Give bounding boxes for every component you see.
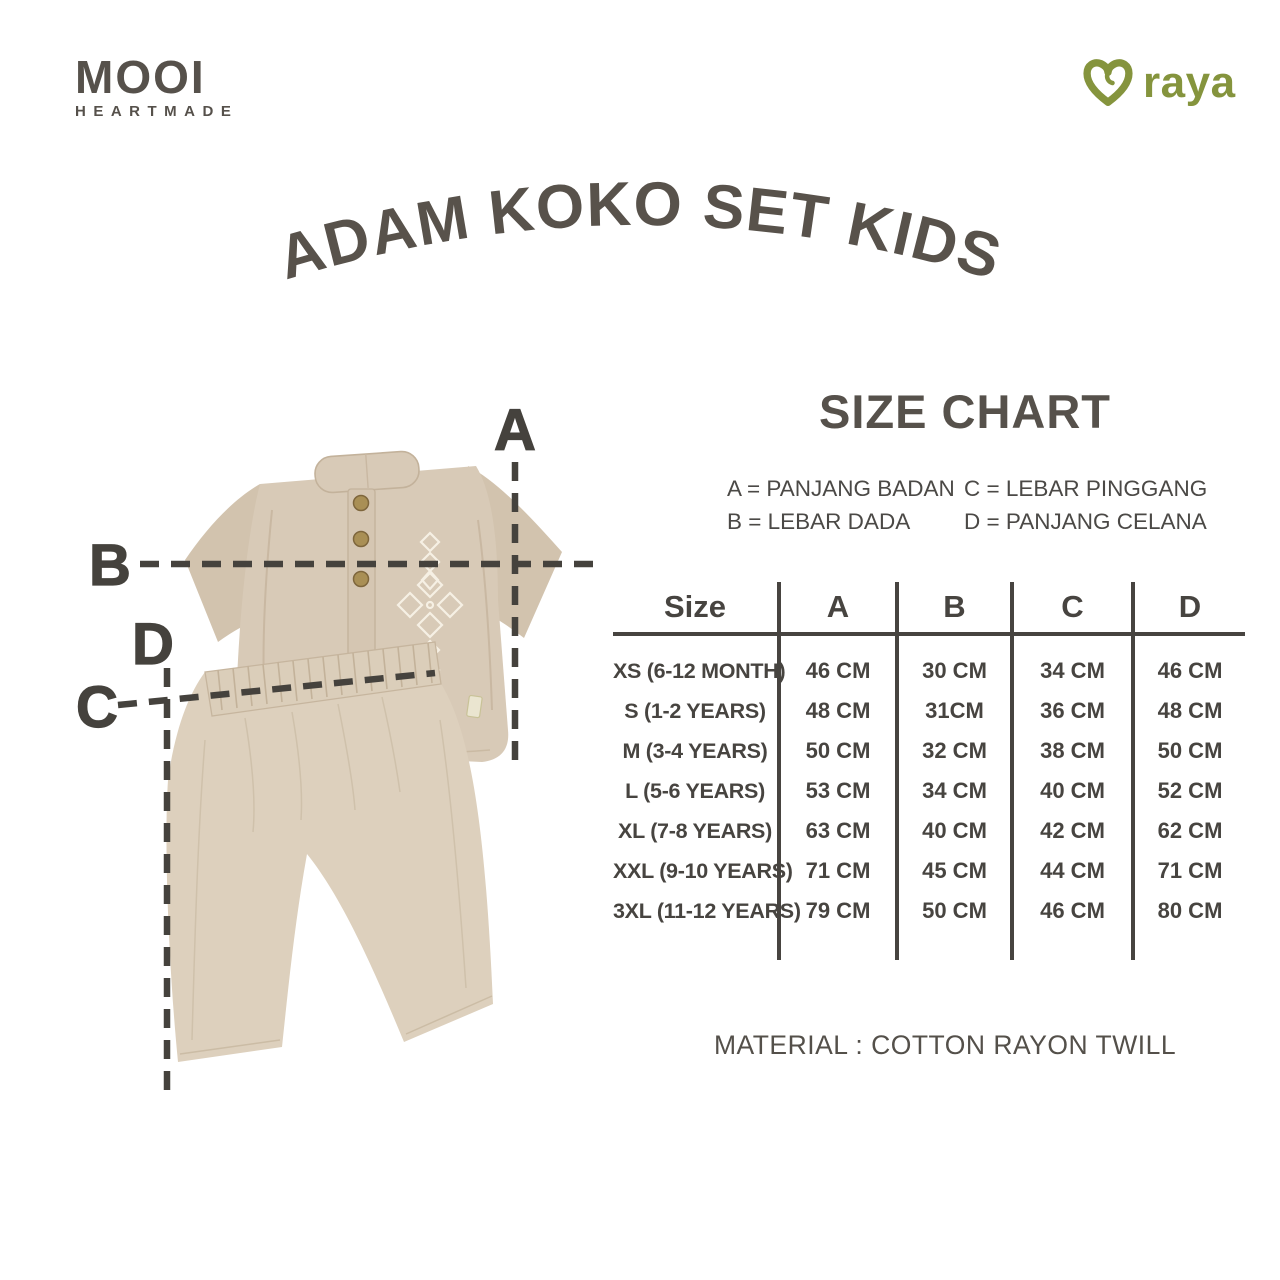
raya-heart-icon [1083,59,1133,106]
measurement-line-c [117,669,436,709]
product-title: ADAM KOKO SET KIDS [270,170,1009,293]
size-table: Size XS (6-12 MONTH) S (1-2 YEARS) M (3-… [613,582,1245,960]
table-cell: 48 CM [805,698,871,723]
table-cell: 50 CM [805,738,871,763]
legend-item-a: A = PANJANG BADAN [727,476,955,501]
pants-hem-shadow [179,995,493,1055]
table-column-b: B 30 CM 31CM 32 CM 34 CM 40 CM 45 CM 50 … [899,582,1014,960]
table-cell: XL (7-8 YEARS) [618,819,772,843]
measurement-label-c: C [76,675,118,740]
table-cell: 45 CM [922,858,987,883]
table-cell: 42 CM [1040,818,1105,843]
table-cell: 34 CM [922,778,987,803]
pants-waistband [204,641,442,717]
table-cell: 71 CM [805,858,871,883]
table-column-d: D 46 CM 48 CM 50 CM 52 CM 62 CM 71 CM 80… [1135,582,1245,960]
waistband-gathers [217,642,433,711]
table-cell: 31CM [925,698,984,723]
measurement-label-b: B [89,533,131,598]
table-cell: 62 CM [1157,818,1223,843]
table-header-d: D [1178,589,1202,624]
table-cell: 79 CM [805,898,871,923]
table-cell: S (1-2 YEARS) [624,699,766,723]
table-cell: 71 CM [1157,858,1223,883]
raya-logo: raya [1082,58,1236,108]
table-cell: 63 CM [805,818,871,843]
shirt-collar [314,450,420,494]
table-cell: 46 CM [1040,898,1105,923]
table-column-c: C 34 CM 36 CM 38 CM 40 CM 42 CM 44 CM 46… [1014,582,1135,960]
table-cell: 53 CM [805,778,871,803]
product-illustration: A B D C [75,400,600,1090]
table-cell: 36 CM [1040,698,1105,723]
table-cell: 50 CM [1157,738,1223,763]
table-cell: 3XL (11-12 YEARS) [613,899,801,923]
arched-title: ADAM KOKO SET KIDS [270,170,1009,293]
table-cell: 52 CM [1157,778,1223,803]
table-cell: 38 CM [1040,738,1105,763]
size-chart-heading: SIZE CHART [819,385,1111,438]
measurement-label-d: D [132,612,174,677]
raya-name: raya [1143,58,1236,107]
table-column-size: Size XS (6-12 MONTH) S (1-2 YEARS) M (3-… [613,582,801,960]
shirt-hem-tag [466,694,483,719]
koko-pants [166,641,493,1062]
shirt-buttons [352,494,370,588]
table-cell: 46 CM [805,658,871,683]
table-cell: 48 CM [1157,698,1223,723]
material-note: MATERIAL : COTTON RAYON TWILL [713,1030,1177,1060]
table-column-a: A 46 CM 48 CM 50 CM 53 CM 63 CM 71 CM 79… [781,582,899,960]
table-cell: XXL (9-10 YEARS) [613,859,793,883]
table-header-b: B [943,589,966,624]
measurement-legend: A = PANJANG BADAN C = LEBAR PINGGANG B =… [727,472,1207,538]
legend-item-d: D = PANJANG CELANA [964,509,1207,534]
table-cell: 32 CM [922,738,987,763]
table-cell: 30 CM [922,658,987,683]
pants-wrinkles [191,696,467,1041]
table-header-rule [613,632,1245,636]
measurement-label-a: A [494,400,536,463]
brand-logo: MOOI HEARTMADE [75,54,238,120]
table-cell: M (3-4 YEARS) [622,739,768,763]
brand-tagline: HEARTMADE [75,103,239,120]
measurement-annotations: A B D C [75,400,600,1090]
table-header-c: C [1061,589,1084,624]
table-cell: 80 CM [1157,898,1223,923]
table-header-size: Size [663,589,727,624]
brand-name: MOOI [75,51,206,103]
table-cell: 40 CM [1040,778,1105,803]
table-cell: 44 CM [1040,858,1105,883]
table-header-a: A [826,589,850,624]
legend-item-c: C = LEBAR PINGGANG [964,476,1208,501]
table-cell: 50 CM [922,898,987,923]
table-cell: L (5-6 YEARS) [625,779,765,803]
pants-body [166,642,493,1062]
table-cell: 46 CM [1157,658,1223,683]
table-cell: 40 CM [922,818,987,843]
table-cell: XS (6-12 MONTH) [613,659,786,683]
legend-item-b: B = LEBAR DADA [727,509,911,534]
table-cell: 34 CM [1040,658,1105,683]
